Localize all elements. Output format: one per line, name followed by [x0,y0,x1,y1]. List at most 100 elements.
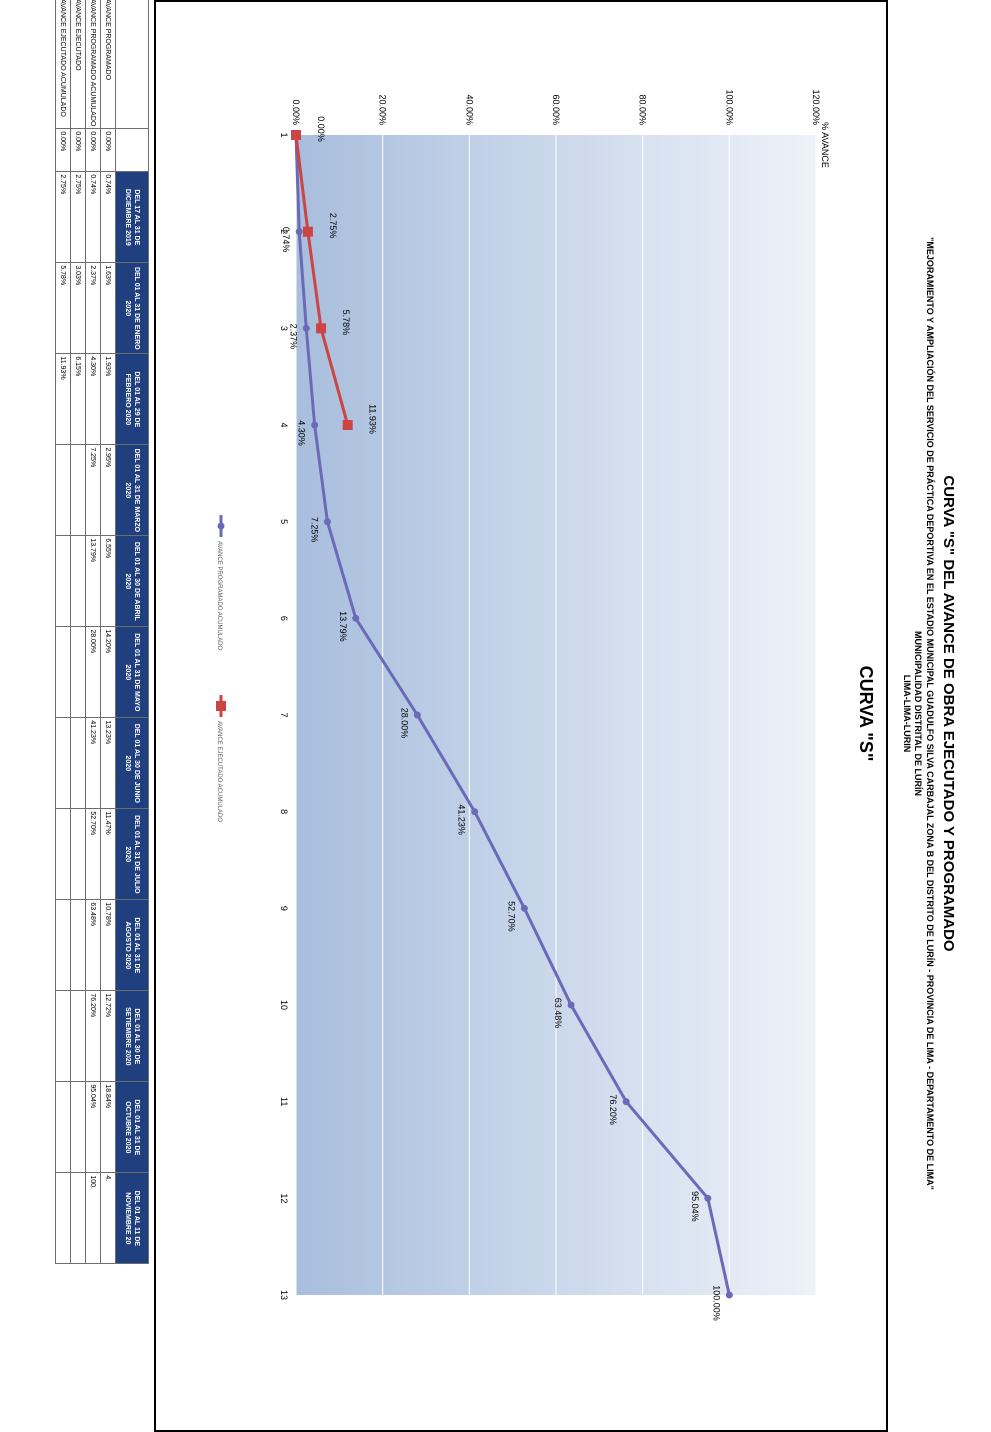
series-point [704,1194,712,1202]
table-cell: 1.93% [100,353,116,445]
series-line [294,134,350,426]
table-cell: 0.00% [70,128,86,172]
series-point [311,421,319,429]
x-tick-label: 13 [279,1290,289,1300]
series-point [323,518,331,526]
series-point [295,228,303,236]
table-cell: 0.00% [100,128,116,172]
series-point [413,711,421,719]
table-header-cell: DEL 01 AL 30 DE SETIEMBRE 2020 [115,990,149,1082]
series-point [302,226,313,237]
table-header-cell: DEL 01 AL 31 DE JULIO 2020 [115,808,149,900]
legend-label: AVANCE PROGRAMADO ACUMULADO [216,541,222,650]
table-cell: 10.78% [100,899,116,991]
table-cell [70,808,86,900]
data-label: 52.70% [506,901,516,932]
table-cell: 76.20% [85,990,101,1082]
table-row: AVANCE PROGRAMADO ACUMULADO 0.00% 0.74% 2.3… [85,0,101,1264]
table-corner [115,0,149,129]
y-tick-label: 0.00% [291,99,301,125]
table-cell: 4.30% [85,353,101,445]
table-cell [55,808,71,900]
y-tick-label: 60.00% [551,94,561,125]
table-header-cell: DEL 01 AL 31 DE MAYO 2020 [115,626,149,718]
table-row: AVANCE EJECUTADO ACUMULADO 0.00% 2.75% 5.78… [55,0,71,1264]
table-cell: 6.55% [100,535,116,627]
table-cell: 13.79% [85,535,101,627]
table-cell: 28.00% [85,626,101,718]
data-label: 4.30% [297,420,307,446]
data-label: 100.00% [711,1285,721,1321]
series-point [471,808,479,816]
table-header-cell: DEL 01 AL 31 DE MARZO 2020 [115,444,149,536]
table-cell [55,535,71,627]
table-header-cell: DEL 17 AL 31 DE DICIEMBRE 2019 [115,171,149,263]
series-point [520,904,528,912]
table-row-label: AVANCE EJECUTADO ACUMULADO [55,0,71,129]
x-tick-label: 9 [279,906,289,911]
table-cell: 13.23% [100,717,116,809]
series-point [342,420,353,430]
table-cell: 6.15% [70,353,86,445]
table-cell [70,899,86,991]
table-cell: 2.75% [55,171,71,263]
legend-marker [216,701,226,711]
table-cell: 14.20% [100,626,116,718]
table-header-cell: DEL 01 AL 11 DE NOVIEMBRE 20 [115,1172,149,1264]
data-label: 28.00% [399,708,409,739]
table-cell: 100. [85,1172,101,1264]
table-cell: 63.48% [85,899,101,991]
table-row-label: AVANCE PROGRAMADO ACUMULADO [85,0,101,129]
table-header-cell: DEL 01 AL 30 DE JUNIO 2020 [115,717,149,809]
table-row: AVANCE EJECUTADO 0.00% 2.75% 3.03% 6.15% [70,0,86,1264]
table-row-label: AVANCE PROGRAMADO [100,0,116,129]
table-row: AVANCE PROGRAMADO 0.00% 0.74% 1.63% 1.93% 2.9… [100,0,116,1264]
table-header-cell: DEL 01 AL 29 DE FEBRERO 2020 [115,353,149,445]
table-cell: 18.84% [100,1081,116,1173]
x-tick-label: 8 [279,809,289,814]
table-cell: 5.78% [55,262,71,354]
x-tick-label: 6 [279,616,289,621]
data-label: 2.37% [288,324,298,350]
table-cell: 52.70% [85,808,101,900]
y-tick-label: 20.00% [378,94,388,125]
table-header-cell: DEL 01 AL 31 DE AGOSTO 2020 [115,899,149,991]
x-tick-label: 11 [279,1097,289,1106]
table-row-label: AVANCE EJECUTADO [70,0,86,129]
table-cell [55,626,71,718]
data-label: 0.74% [281,227,291,253]
data-label: 2.75% [328,213,338,239]
table-cell: 0.74% [100,171,116,263]
table-cell: 3.03% [70,262,86,354]
x-tick-label: 4 [279,422,289,427]
table-cell [55,1172,71,1264]
table-cell: 2.37% [85,262,101,354]
series-point [725,1291,733,1299]
y-tick-label: 120.00% [811,89,821,125]
table-header-cell: DEL 01 AL 31 DE OCTUBRE 2020 [115,1081,149,1173]
table-cell [55,444,71,536]
table-header-cell: DEL 01 AL 30 DE ABRIL 2020 [115,535,149,627]
table-cell: 2.75% [70,171,86,263]
data-table: DEL 17 AL 31 DE DICIEMBRE 2019 DEL 01 AL … [55,0,149,1264]
table-cell [70,717,86,809]
y-tick-label: 100.00% [724,89,734,125]
table-cell [55,899,71,991]
series-point [567,1001,575,1009]
data-label: 95.04% [690,1191,700,1222]
x-tick-label: 10 [279,1000,289,1010]
data-label: 7.25% [309,517,319,543]
y-tick-label: 40.00% [464,94,474,125]
data-label: 0.00% [316,116,326,142]
legend-marker [217,522,225,530]
series-point [316,323,327,334]
y-tick-label: 80.00% [638,94,648,125]
table-cell: 1.63% [100,262,116,354]
x-tick-label: 5 [279,519,289,524]
table-cell [70,444,86,536]
table-cell: 0.00% [55,128,71,172]
table-header-cell: DEL 01 AL 31 DE ENERO 2020 [115,262,149,354]
table-cell [70,626,86,718]
